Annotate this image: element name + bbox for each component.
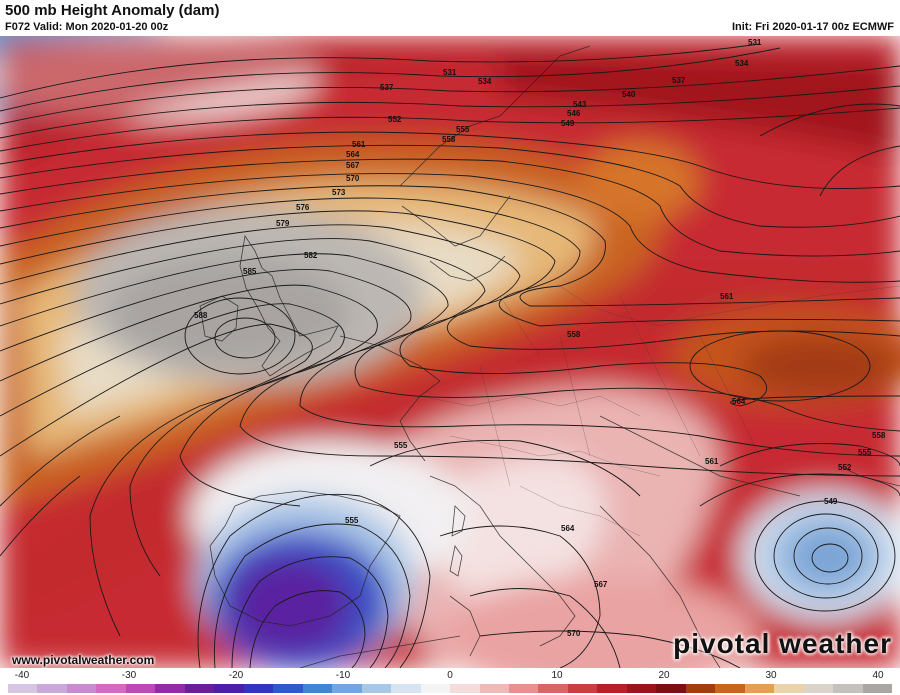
colorbar-swatch: [184, 684, 215, 693]
contour-label: 561: [720, 292, 734, 301]
colorbar-tick: -40: [14, 670, 30, 681]
website-label: www.pivotalweather.com: [12, 653, 155, 667]
contour-label: 564: [561, 524, 575, 533]
colorbar-swatch: [774, 684, 804, 693]
brand-logo: pivotal weather: [673, 628, 892, 659]
contour-label: 564: [732, 397, 746, 406]
contour-label: 585: [243, 267, 257, 276]
colorbar-swatch: [125, 684, 156, 693]
contour-label: 582: [304, 251, 318, 260]
contour-label: 555: [858, 448, 872, 457]
coastlines: [199, 45, 900, 668]
contour-label: 549: [561, 119, 575, 128]
colorbar-tick: -30: [121, 670, 137, 681]
contour-label: 537: [672, 76, 686, 85]
contour-label: 561: [352, 140, 366, 149]
colorbar-swatch: [538, 684, 568, 693]
contour-label: 531: [748, 38, 762, 47]
contour-label: 558: [442, 135, 456, 144]
map-title: 500 mb Height Anomaly (dam): [5, 2, 220, 19]
map-panel[interactable]: 531 534 537 552 555 558 561 564 567 570 …: [0, 36, 900, 668]
header: 500 mb Height Anomaly (dam) F072 Valid: …: [0, 0, 900, 36]
contour-label: 546: [567, 109, 581, 118]
colorbar-swatch: [66, 684, 97, 693]
colorbar-swatch: [597, 684, 627, 693]
contour-label: 570: [567, 629, 581, 638]
contour-label: 555: [456, 125, 470, 134]
colorbar-swatch: [96, 684, 126, 693]
colorbar-swatch: [685, 684, 716, 693]
anomaly-map: 531 534 537 552 555 558 561 564 567 570 …: [0, 36, 900, 668]
contour-label: 579: [276, 219, 290, 228]
colorbar-swatch: [243, 684, 274, 693]
colorbar-swatch: [833, 684, 863, 693]
contour-label: 567: [594, 580, 608, 589]
contour-label: 570: [346, 174, 360, 183]
contour-label: 537: [380, 83, 394, 92]
contour-label: 534: [478, 77, 492, 86]
colorbar-tick: -10: [335, 670, 351, 681]
colorbar-swatch: [420, 684, 451, 693]
contour-label: 552: [838, 463, 852, 472]
init-time: Init: Fri 2020-01-17 00z ECMWF: [732, 21, 894, 33]
colorbar-swatch: [862, 684, 893, 693]
contour-label: 558: [567, 330, 581, 339]
colorbar-swatch: [479, 684, 509, 693]
contour-label: 573: [332, 188, 346, 197]
contour-label: 543: [573, 100, 587, 109]
contour-label: 534: [735, 59, 749, 68]
colorbar-swatch: [508, 684, 539, 693]
borders: [419, 285, 900, 537]
colorbar-tick: 0: [447, 670, 453, 681]
contour-label: 567: [346, 161, 360, 170]
anomaly-field: [0, 36, 900, 668]
contour-label: 561: [705, 457, 719, 466]
colorbar-swatch: [450, 684, 480, 693]
colorbar-tick: 10: [551, 670, 563, 681]
contour-label: 588: [194, 311, 208, 320]
colorbar-swatch: [361, 684, 392, 693]
contour-label: 558: [872, 431, 886, 440]
height-contours: [0, 43, 900, 668]
colorbar-swatch: [302, 684, 333, 693]
colorbar-swatch: [626, 684, 657, 693]
colorbar-swatch: [273, 684, 303, 693]
colorbar-tick: 40: [872, 670, 884, 681]
contour-label: 552: [388, 115, 402, 124]
colorbar-swatch: [744, 684, 775, 693]
colorbar-swatch: [37, 684, 67, 693]
colorbar-swatch: [803, 684, 834, 693]
colorbar-swatch: [155, 684, 185, 693]
colorbar: -40 -30 -20 -10 0 10 20 30 40: [0, 668, 900, 695]
colorbar-swatch: [656, 684, 686, 693]
contour-label: 564: [346, 150, 360, 159]
colorbar-tick: 30: [765, 670, 777, 681]
colorbar-swatch: [8, 684, 38, 693]
colorbar-swatch: [715, 684, 745, 693]
contour-label: 555: [394, 441, 408, 450]
colorbar-swatch: [391, 684, 421, 693]
valid-time: F072 Valid: Mon 2020-01-20 00z: [5, 21, 169, 33]
colorbar-tick: -20: [228, 670, 244, 681]
contour-label: 549: [824, 497, 838, 506]
contour-label: 576: [296, 203, 310, 212]
colorbar-strip: [8, 684, 893, 693]
contour-label: 531: [443, 68, 457, 77]
contour-label: 555: [345, 516, 359, 525]
colorbar-swatch: [214, 684, 244, 693]
colorbar-swatch: [332, 684, 362, 693]
contour-label: 540: [622, 90, 636, 99]
colorbar-tick: 20: [658, 670, 670, 681]
colorbar-swatch: [567, 684, 598, 693]
contour-labels: 531 534 537 552 555 558 561 564 567 570 …: [194, 38, 886, 638]
